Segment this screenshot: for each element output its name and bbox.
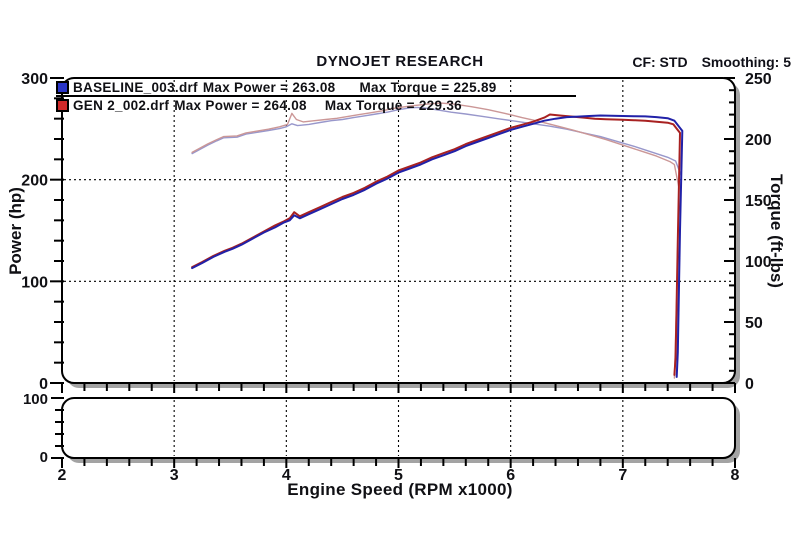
baseline-color-swatch — [56, 81, 69, 94]
run-legend: BASELINE_003.drf Max Power = 263.08 Max … — [56, 80, 576, 113]
svg-text:3: 3 — [170, 467, 179, 484]
correction-settings: CF: STD Smoothing: 5 — [632, 54, 791, 70]
gen2-max-torque-label: Max Torque = 229.36 — [324, 98, 462, 113]
axis-ticks — [50, 77, 736, 468]
torque-axis-title: Torque (ft-lbs) — [767, 174, 786, 288]
svg-text:300: 300 — [21, 71, 48, 88]
svg-text:100: 100 — [23, 391, 48, 408]
gen2-max-power-label: Max Power = 264.08 — [174, 98, 307, 113]
baseline-power-curve — [191, 114, 684, 378]
svg-text:200: 200 — [21, 173, 48, 190]
svg-text:250: 250 — [745, 71, 772, 88]
legend-row-gen2[interactable]: GEN 2_002.drf Max Power = 264.08 Max Tor… — [56, 98, 576, 113]
gen2-color-swatch — [56, 99, 69, 112]
cf-label: CF: STD — [632, 54, 688, 70]
svg-text:100: 100 — [21, 274, 48, 291]
svg-text:0: 0 — [39, 376, 48, 393]
svg-text:4: 4 — [282, 467, 291, 484]
x-axis-title: Engine Speed (RPM x1000) — [287, 480, 513, 499]
gen2-power-curve — [191, 113, 681, 376]
gen2-file-label: GEN 2_002.drf — [73, 98, 170, 113]
svg-text:200: 200 — [745, 132, 772, 149]
svg-text:0: 0 — [40, 449, 48, 466]
svg-text:0: 0 — [745, 376, 754, 393]
legend-row-baseline[interactable]: BASELINE_003.drf Max Power = 263.08 Max … — [56, 80, 576, 97]
svg-text:5: 5 — [394, 467, 403, 484]
baseline-max-power-label: Max Power = 263.08 — [202, 80, 336, 95]
smoothing-label: Smoothing: 5 — [701, 54, 791, 70]
baseline-file-label: BASELINE_003.drf — [73, 80, 198, 95]
baseline-torque-curve — [191, 106, 682, 378]
svg-text:100: 100 — [745, 254, 772, 271]
power-axis-title: Power (hp) — [6, 187, 25, 275]
svg-text:2: 2 — [58, 467, 67, 484]
svg-text:50: 50 — [745, 315, 763, 332]
page-title: DYNOJET RESEARCH — [316, 53, 484, 70]
gen2-torque-curve — [191, 102, 680, 379]
svg-text:7: 7 — [618, 467, 627, 484]
baseline-max-torque-label: Max Torque = 225.89 — [359, 80, 497, 95]
svg-text:6: 6 — [506, 467, 515, 484]
svg-text:150: 150 — [745, 193, 772, 210]
svg-text:8: 8 — [731, 467, 740, 484]
